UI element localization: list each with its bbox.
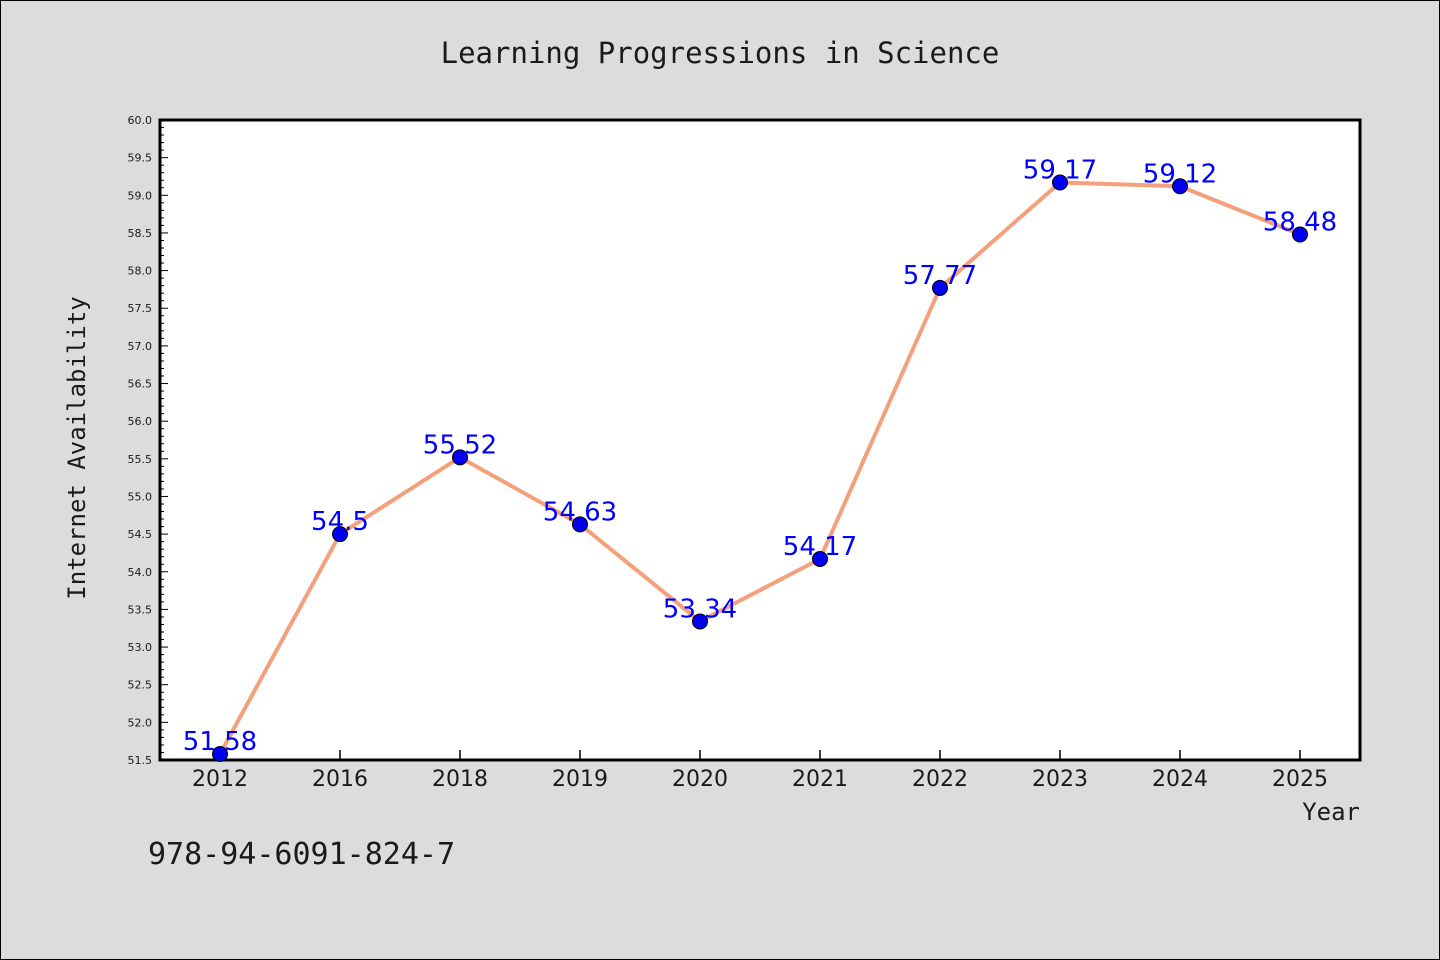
y-tick-label: 53.0 bbox=[128, 641, 153, 654]
data-point bbox=[932, 279, 948, 296]
x-tick-label: 2020 bbox=[672, 767, 728, 792]
y-tick-label: 57.0 bbox=[128, 340, 153, 353]
footer-isbn: 978-94-6091-824-7 bbox=[148, 837, 455, 872]
plot-area bbox=[158, 118, 1362, 762]
y-tick-label: 53.5 bbox=[128, 603, 153, 616]
data-label: 57.77 bbox=[903, 261, 977, 291]
x-tick-label: 2018 bbox=[432, 767, 488, 792]
data-point bbox=[452, 449, 468, 466]
y-tick-label: 58.0 bbox=[128, 265, 153, 278]
x-axis: 2012 2016 2018 2019 2020 2021 2022 2023 2024 2025 bbox=[192, 750, 1328, 792]
y-tick-label: 54.0 bbox=[128, 566, 153, 579]
data-point bbox=[812, 550, 828, 567]
y-tick-label: 55.5 bbox=[128, 453, 153, 466]
x-tick-label: 2025 bbox=[1272, 767, 1328, 792]
x-tick-label: 2024 bbox=[1152, 767, 1208, 792]
y-tick-label: 60.0 bbox=[128, 114, 153, 127]
x-tick-label: 2023 bbox=[1032, 767, 1088, 792]
series-line-group: 51.58 54.5 55.52 54.63 53.34 54.17 57.77 59.17 5… bbox=[183, 155, 1337, 762]
y-tick-label: 54.5 bbox=[128, 528, 153, 541]
y-axis: 51.5 52.0 52.5 53.0 53.5 54.0 54.5 55.0 55.5 56.0… bbox=[128, 114, 168, 767]
y-tick-label: 52.5 bbox=[128, 679, 153, 692]
y-tick-label: 56.0 bbox=[128, 415, 153, 428]
x-tick-label: 2016 bbox=[312, 767, 368, 792]
data-label: 53.34 bbox=[663, 594, 737, 624]
data-label: 54.5 bbox=[311, 507, 369, 537]
y-tick-label: 56.5 bbox=[128, 378, 153, 391]
data-label: 59.12 bbox=[1143, 159, 1217, 189]
data-label: 58.48 bbox=[1263, 207, 1337, 237]
y-tick-label: 52.0 bbox=[128, 716, 153, 729]
data-point bbox=[572, 516, 588, 533]
y-tick-label: 59.0 bbox=[128, 189, 153, 202]
series-line bbox=[218, 180, 1302, 756]
x-tick-label: 2019 bbox=[552, 767, 608, 792]
data-point bbox=[212, 745, 228, 762]
y-tick-label: 59.5 bbox=[128, 152, 153, 165]
x-tick-label: 2022 bbox=[912, 767, 968, 792]
y-axis-label: Internet Availability bbox=[63, 296, 91, 599]
data-label: 51.58 bbox=[183, 727, 257, 757]
data-point bbox=[1172, 178, 1188, 195]
data-label: 55.52 bbox=[423, 430, 497, 460]
chart-title: Learning Progressions in Science bbox=[441, 36, 1000, 70]
data-point bbox=[1052, 174, 1068, 191]
data-point bbox=[692, 613, 708, 630]
data-label: 54.63 bbox=[543, 497, 617, 527]
y-tick-label: 57.5 bbox=[128, 302, 153, 315]
data-point bbox=[332, 526, 348, 543]
data-label: 54.17 bbox=[783, 532, 857, 562]
y-tick-label: 58.5 bbox=[128, 227, 153, 240]
data-point bbox=[1292, 226, 1308, 243]
x-axis-label: Year bbox=[1302, 798, 1360, 826]
data-label: 59.17 bbox=[1023, 155, 1097, 185]
x-tick-label: 2012 bbox=[192, 767, 248, 792]
y-tick-label: 51.5 bbox=[128, 754, 153, 767]
x-tick-label: 2021 bbox=[792, 767, 848, 792]
y-tick-label: 55.0 bbox=[128, 490, 153, 503]
